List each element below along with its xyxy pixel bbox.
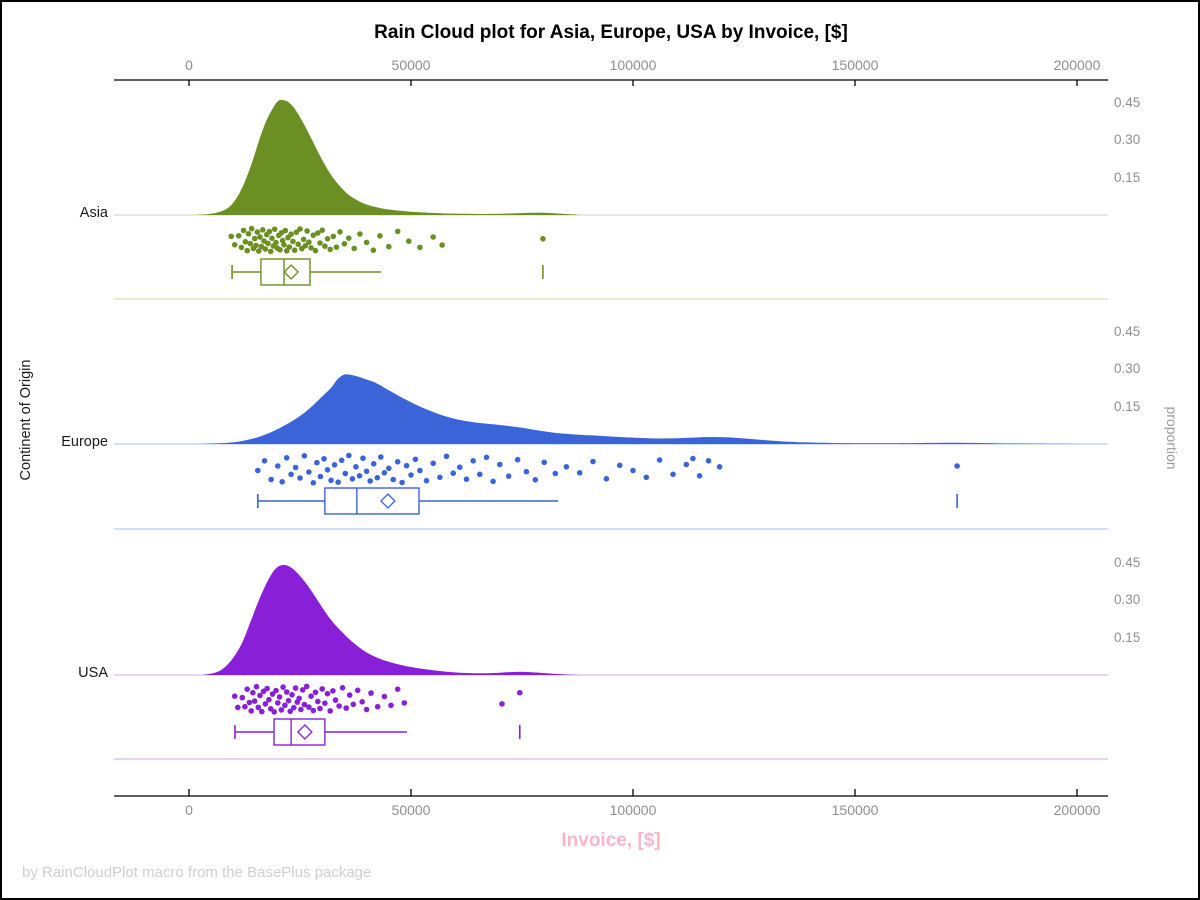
x-top-tick-label: 150000: [831, 57, 879, 73]
credit-note: by RainCloudPlot macro from the BasePlus…: [22, 864, 372, 881]
x-bottom-tick-label: 50000: [391, 802, 431, 818]
x-top-tick-label: 200000: [1053, 57, 1101, 73]
proportion-tick-label: 0.30: [1114, 132, 1141, 147]
proportion-tick-label: 0.45: [1114, 554, 1141, 570]
x-top-tick-label: 100000: [609, 57, 657, 73]
category-label-asia: Asia: [79, 205, 108, 221]
category-label-usa: USA: [78, 665, 108, 681]
x-top-tick-label: 0: [185, 57, 193, 73]
y2-axis-title: proportion: [1164, 406, 1180, 470]
proportion-tick-label: 0.15: [1114, 169, 1141, 185]
proportion-tick-label: 0.45: [1114, 323, 1141, 339]
proportion-tick-label: 0.15: [1114, 629, 1141, 645]
proportion-tick-label: 0.45: [1114, 94, 1141, 110]
proportion-tick-label: 0.30: [1114, 361, 1141, 376]
category-label-europe: Europe: [61, 434, 108, 450]
x-bottom-tick-label: 150000: [831, 802, 879, 818]
y-axis-title: Continent of Origin: [18, 359, 34, 481]
x-axis-title: Invoice, [$]: [561, 830, 661, 851]
x-top-tick-label: 50000: [391, 57, 431, 73]
chart-title: Rain Cloud plot for Asia, Europe, USA by…: [374, 22, 848, 43]
x-bottom-tick-label: 100000: [609, 802, 657, 818]
proportion-tick-label: 0.30: [1114, 592, 1141, 607]
x-bottom-tick-label: 200000: [1053, 802, 1101, 818]
proportion-tick-label: 0.15: [1114, 398, 1141, 414]
x-bottom-tick-label: 0: [185, 802, 193, 818]
